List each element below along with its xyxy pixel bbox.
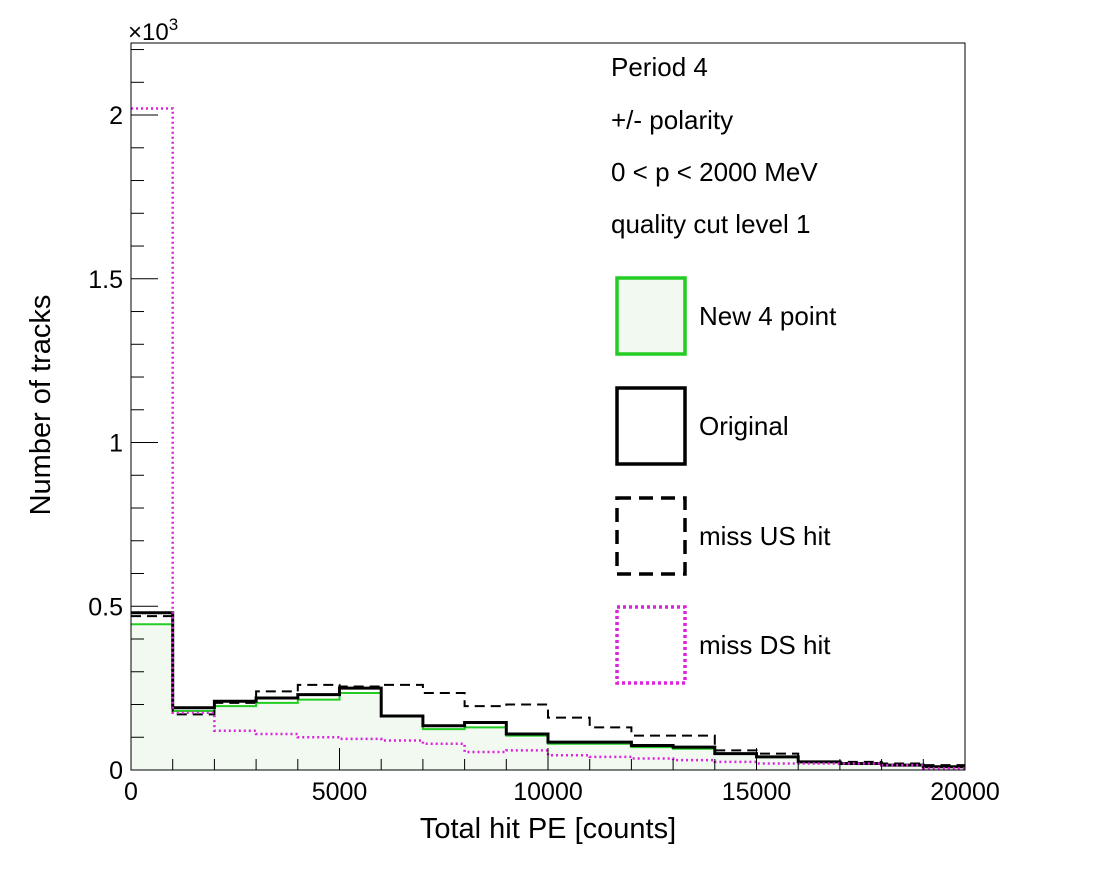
legend-swatch-original: [615, 386, 687, 466]
legend: New 4 point Original miss US hit miss DS…: [615, 276, 837, 685]
x-tick-label: 0: [124, 778, 138, 806]
legend-swatch-miss-us-hit: [615, 496, 687, 576]
series-line-miss-us-hit: [131, 615, 965, 767]
legend-label-original: Original: [699, 411, 789, 441]
y-tick-label: 0: [109, 757, 123, 785]
y-tick-label: 2: [109, 102, 123, 130]
x-tick-label: 15000: [722, 778, 792, 806]
plot-frame: [130, 42, 966, 771]
legend-label-miss-us-hit: miss US hit: [699, 521, 831, 551]
legend-swatch-new-4-point: [615, 276, 687, 356]
series-line-original: [131, 611, 965, 769]
x-tick-label: 20000: [930, 778, 1000, 806]
legend-swatch-miss-ds-hit: [615, 605, 687, 685]
series-line-miss-ds-hit: [131, 107, 965, 770]
y-tick-label: 1: [109, 430, 123, 458]
annotation-polarity: +/- polarity: [611, 105, 733, 135]
annotation-period: Period 4: [611, 52, 708, 82]
y-axis-label: Number of tracks: [25, 295, 57, 516]
x-axis-label: Total hit PE [counts]: [420, 813, 676, 845]
axis-ticks: 0 5000 10000 15000 20000 0 0.5 1 1.5 2: [88, 49, 1000, 806]
x-tick-label: 5000: [312, 778, 368, 806]
histogram-series-layer: [131, 107, 965, 770]
y-tick-label: 1.5: [88, 266, 123, 294]
annotation-block: Period 4 +/- polarity 0 < p < 2000 MeV q…: [611, 52, 818, 239]
annotation-quality-cut: quality cut level 1: [611, 209, 810, 239]
series-fill-new-4-point: [131, 624, 965, 770]
annotation-momentum: 0 < p < 2000 MeV: [611, 157, 818, 187]
legend-label-miss-ds-hit: miss DS hit: [699, 630, 831, 660]
y-multiplier-exponent: 3: [169, 15, 178, 34]
y-multiplier-label: ×103: [128, 15, 178, 46]
y-tick-label: 0.5: [88, 593, 123, 621]
legend-label-new-4-point: New 4 point: [699, 301, 837, 331]
x-tick-label: 10000: [513, 778, 583, 806]
y-multiplier-base: ×10: [128, 19, 169, 46]
